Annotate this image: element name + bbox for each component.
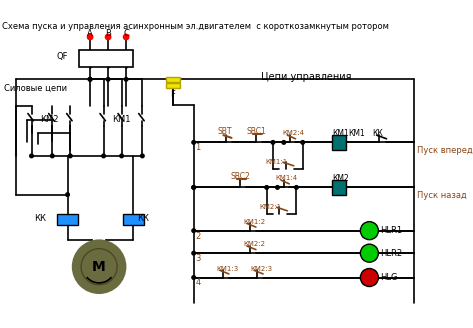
Text: HLR1: HLR1 xyxy=(380,226,403,235)
Text: КМ2: КМ2 xyxy=(333,174,349,183)
Circle shape xyxy=(282,141,286,144)
Circle shape xyxy=(192,186,195,189)
Bar xyxy=(57,215,79,225)
Text: КК: КК xyxy=(372,129,383,138)
Bar xyxy=(166,83,180,88)
Circle shape xyxy=(88,77,92,81)
Circle shape xyxy=(88,77,92,81)
Text: Пуск вперед: Пуск вперед xyxy=(417,146,473,155)
Text: SBC1: SBC1 xyxy=(247,127,267,136)
Circle shape xyxy=(360,222,378,240)
Text: КМ2:2: КМ2:2 xyxy=(243,241,265,248)
Text: КМ1:4: КМ1:4 xyxy=(276,175,298,181)
Text: М: М xyxy=(92,260,106,274)
Bar xyxy=(79,51,133,67)
Text: КМ1:3: КМ1:3 xyxy=(216,266,238,272)
Text: Цепи управления: Цепи управления xyxy=(261,72,352,82)
Circle shape xyxy=(276,186,279,189)
Text: КМ2:1: КМ2:1 xyxy=(260,204,281,210)
Text: КК: КК xyxy=(34,215,46,223)
Circle shape xyxy=(301,141,305,144)
Text: КМ1: КМ1 xyxy=(333,129,349,138)
Circle shape xyxy=(51,154,54,158)
Bar xyxy=(123,215,144,225)
Circle shape xyxy=(192,276,195,279)
Text: A: A xyxy=(87,29,93,38)
Text: 2: 2 xyxy=(195,232,201,240)
Circle shape xyxy=(123,34,129,40)
Circle shape xyxy=(192,251,195,255)
Circle shape xyxy=(265,186,269,189)
Circle shape xyxy=(360,244,378,262)
Text: КМ1: КМ1 xyxy=(113,115,131,124)
Text: КМ1: КМ1 xyxy=(348,129,365,138)
Circle shape xyxy=(120,154,123,158)
Circle shape xyxy=(295,186,298,189)
Circle shape xyxy=(102,154,105,158)
Text: КМ1:1: КМ1:1 xyxy=(266,159,288,165)
Circle shape xyxy=(88,34,93,40)
Text: B: B xyxy=(105,29,111,38)
Text: HLG: HLG xyxy=(380,273,398,282)
Text: SBT: SBT xyxy=(217,127,232,136)
Circle shape xyxy=(30,154,33,158)
Bar xyxy=(332,180,346,195)
Circle shape xyxy=(140,154,144,158)
Bar xyxy=(332,135,346,150)
Text: КК: КК xyxy=(137,215,149,223)
Text: SBC2: SBC2 xyxy=(231,172,250,181)
Text: КМ2:4: КМ2:4 xyxy=(282,130,304,136)
Text: HLR2: HLR2 xyxy=(380,249,403,258)
Circle shape xyxy=(69,154,72,158)
Text: КМ2: КМ2 xyxy=(40,115,59,124)
Text: C: C xyxy=(123,29,129,38)
Text: 3: 3 xyxy=(195,254,201,263)
Text: QF: QF xyxy=(57,52,69,61)
Circle shape xyxy=(192,186,195,189)
Text: 4: 4 xyxy=(195,278,201,287)
Circle shape xyxy=(271,141,275,144)
Text: КМ2:3: КМ2:3 xyxy=(251,266,272,272)
Circle shape xyxy=(74,241,124,292)
Circle shape xyxy=(192,229,195,233)
Circle shape xyxy=(192,141,195,144)
Text: КМ1:2: КМ1:2 xyxy=(243,219,265,225)
Circle shape xyxy=(105,34,111,40)
Text: Силовые цепи: Силовые цепи xyxy=(4,84,67,93)
Circle shape xyxy=(124,77,128,81)
Text: 1: 1 xyxy=(195,143,201,152)
Text: Пуск назад: Пуск назад xyxy=(417,191,467,200)
Circle shape xyxy=(66,193,70,196)
Text: F: F xyxy=(170,90,175,99)
Bar xyxy=(166,77,180,82)
Text: Схема пуска и управления асинхронным эл.двигателем  с короткозамкнутым ротором: Схема пуска и управления асинхронным эл.… xyxy=(2,22,389,31)
Circle shape xyxy=(360,269,378,287)
Circle shape xyxy=(106,77,110,81)
